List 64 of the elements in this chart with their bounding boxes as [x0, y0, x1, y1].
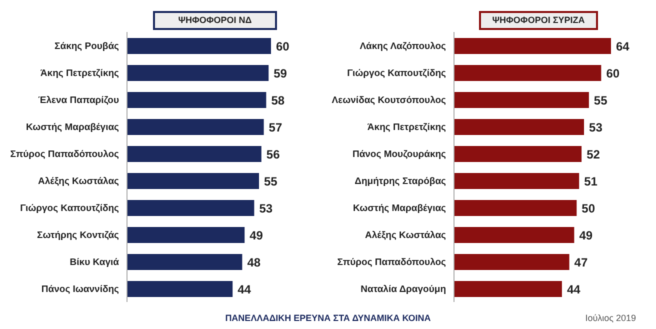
y-tick-label: Ναταλία Δραγούμη	[360, 284, 446, 295]
y-tick-label: Αλέξης Κωστάλας	[38, 176, 120, 187]
data-label: 49	[579, 228, 593, 242]
bar	[454, 119, 584, 135]
bar	[127, 200, 254, 216]
bar	[127, 65, 269, 81]
data-label: 57	[268, 120, 282, 134]
chart-title: ΨΗΦΟΦΟΡΟΙ ΣΥΡΙΖΑ	[479, 11, 598, 30]
bar	[454, 254, 570, 270]
y-tick-label: Έλενα Παπαρίζου	[38, 94, 120, 106]
y-tick-label: Κωστής Μαραβέγιας	[352, 202, 446, 214]
data-label: 56	[266, 147, 280, 162]
text: Ιούλιος 2019	[584, 313, 636, 323]
text: ΠΑΝΕΛΛΑΔΙΚΗ ΕΡΕΥΝΑ ΣΤΑ ΔΥΝΑΜΙΚΑ ΚΟΙΝΑ	[224, 313, 432, 323]
y-tick-label: Κωστής Μαραβέγιας	[26, 122, 120, 133]
y-tick-label: Γιώργος Καπουτζίδης	[347, 68, 446, 79]
bar	[454, 200, 577, 216]
data-label: 47	[574, 255, 588, 270]
data-label: 55	[264, 174, 278, 188]
y-tick-label: Δημήτρης Σταρόβας	[354, 176, 446, 187]
y-tick-label: Αλέξης Κωστάλας	[365, 230, 446, 241]
bar	[454, 38, 611, 54]
bar	[127, 173, 259, 189]
y-tick-label: Άκης Πετρετζίκης	[367, 122, 446, 133]
data-label: 59	[274, 66, 288, 80]
bar	[454, 146, 582, 162]
y-tick-label: Βίκυ Καγιά	[70, 256, 120, 268]
chart-title: ΨΗΦΟΦΟΡΟΙ ΝΔ	[153, 11, 277, 30]
data-label: 52	[586, 147, 600, 162]
bar	[127, 92, 266, 108]
y-tick-label: Πάνος Ιωαννίδης	[41, 284, 120, 295]
y-tick-label: Λεωνίδας Κουτσόπουλος	[332, 94, 446, 106]
y-tick-label: Πάνος Μουζουράκης	[352, 148, 446, 160]
bar	[454, 281, 562, 297]
bar	[127, 146, 262, 162]
bar	[127, 38, 271, 54]
bar	[127, 281, 233, 297]
data-label: 55	[594, 93, 608, 108]
data-label: 53	[259, 201, 273, 216]
y-tick-label: Άκης Πετρετζίκης	[40, 68, 120, 79]
data-label: 50	[582, 201, 596, 216]
y-tick-label: Σάκης Ρουβάς	[54, 40, 120, 52]
bar	[454, 173, 580, 189]
bar	[127, 254, 242, 270]
data-label: 49	[250, 228, 264, 242]
bar	[454, 92, 589, 108]
data-label: 53	[589, 120, 603, 134]
y-tick-label: Γιώργος Καπουτζίδης	[20, 202, 120, 214]
data-label: 48	[247, 255, 261, 270]
bar	[454, 65, 602, 81]
data-label: 44	[566, 282, 581, 296]
data-label: 64	[616, 39, 630, 54]
y-tick-label: Σωτήρης Κοντιζάς	[37, 230, 120, 241]
bar	[127, 119, 264, 135]
data-label: 60	[276, 39, 290, 54]
y-tick-label: Σπύρος Παπαδόπουλος	[337, 256, 446, 268]
data-label: 58	[271, 93, 285, 108]
data-label: 51	[584, 174, 598, 188]
y-tick-label: Σπύρος Παπαδόπουλος	[10, 148, 120, 160]
y-tick-label: Λάκης Λαζόπουλος	[360, 40, 446, 52]
bar	[454, 227, 574, 243]
data-label: 60	[606, 66, 620, 80]
bar	[127, 227, 245, 243]
data-label: 44	[238, 282, 252, 296]
